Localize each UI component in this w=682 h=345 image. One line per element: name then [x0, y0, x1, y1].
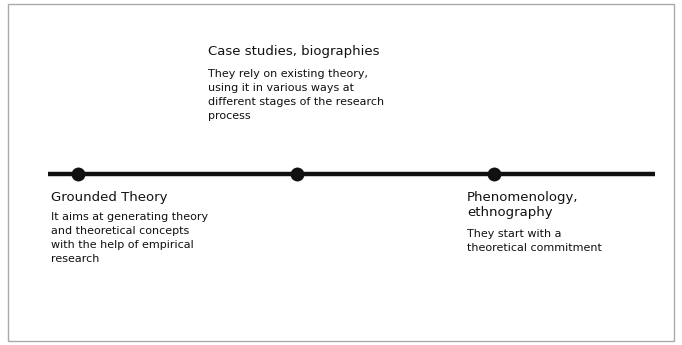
Point [291, 171, 302, 177]
Text: They rely on existing theory,
using it in various ways at
different stages of th: They rely on existing theory, using it i… [208, 69, 384, 121]
Text: Phenomenology,
ethnography: Phenomenology, ethnography [467, 191, 578, 219]
Text: Grounded Theory: Grounded Theory [51, 191, 168, 205]
Text: Case studies, biographies: Case studies, biographies [208, 45, 379, 58]
Text: They start with a
theoretical commitment: They start with a theoretical commitment [467, 229, 602, 254]
Point [489, 171, 500, 177]
Point [73, 171, 84, 177]
Text: It aims at generating theory
and theoretical concepts
with the help of empirical: It aims at generating theory and theoret… [51, 212, 208, 264]
